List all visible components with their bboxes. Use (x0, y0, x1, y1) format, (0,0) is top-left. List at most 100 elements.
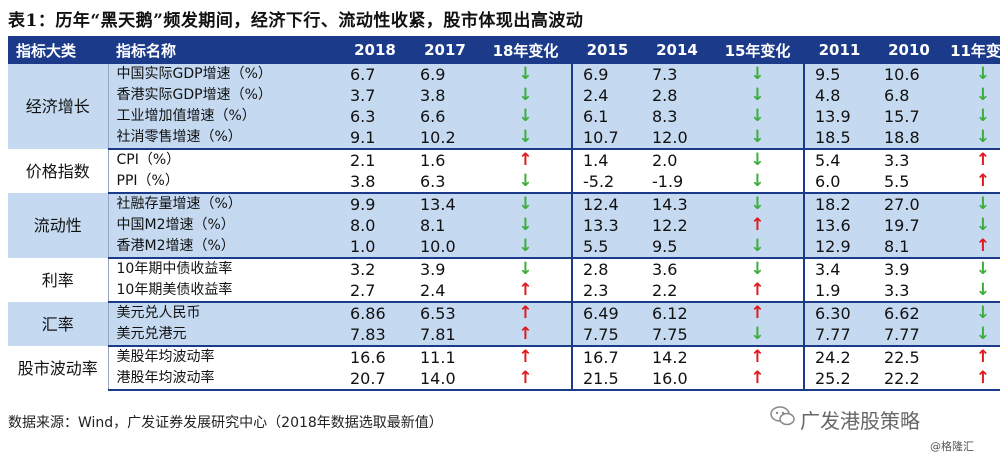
table-row: 股市波动率 美股年均波动率 16.6 11.1 ↑ 16.7 14.2 ↑ 24.2 22.5 ↑ (8, 346, 1000, 390)
table-row: 10年期美债收益率 2.7 2.4 ↑ 2.3 2.2 ↑ 1.9 3.3 ↓ (8, 280, 1000, 303)
value-cell: 3.6 (642, 258, 712, 280)
indicator-name-cell: 港股年均波动率 (108, 368, 340, 391)
value-cell: 12.2 (642, 215, 712, 236)
header-2011: 2011 (804, 36, 874, 64)
value-cell: 3.9 (410, 258, 480, 280)
header-2010: 2010 (874, 36, 944, 64)
arrow-up-icon: ↑ (480, 368, 573, 391)
value-cell: 3.9 (874, 258, 944, 280)
table-row: 工业增加值增速（%） 6.3 6.6 ↓ 6.1 8.3 ↓ 13.9 15.7 ↓ (8, 106, 1000, 127)
value-cell: 2.1 (340, 149, 410, 171)
indicator-name-cell: 社消零售增速（%） (108, 127, 340, 150)
value-cell: 13.4 (410, 193, 480, 215)
value-cell: 6.86 (340, 302, 410, 324)
arrow-up-icon: ↑ (712, 302, 805, 324)
indicator-table: 指标大类 指标名称 2018 2017 18年变化 2015 2014 15年变… (8, 36, 1000, 391)
arrow-up-icon: ↑ (712, 215, 805, 236)
arrow-up-icon: ↑ (712, 368, 805, 391)
value-cell: 2.0 (642, 149, 712, 171)
value-cell: 6.9 (410, 64, 480, 85)
value-cell: 2.4 (410, 280, 480, 303)
arrow-down-icon: ↓ (944, 302, 1000, 324)
value-cell: 6.6 (410, 106, 480, 127)
arrow-down-icon: ↓ (944, 215, 1000, 236)
value-cell: 7.77 (874, 324, 944, 347)
arrow-down-icon: ↓ (480, 215, 573, 236)
header-2017: 2017 (410, 36, 480, 64)
table-title: 表1：历年“黑天鹅”频发期间，经济下行、流动性收紧，股市体现出高波动 (8, 11, 584, 31)
arrow-down-icon: ↓ (944, 64, 1000, 85)
arrow-down-icon: ↓ (944, 127, 1000, 150)
source-note: 数据来源：Wind，广发证券发展研究中心（2018年数据选取最新值） (8, 415, 443, 431)
table-row: 香港实际GDP增速（%） 3.7 3.8 ↓ 2.4 2.8 ↓ 4.8 6.8 ↓ (8, 85, 1000, 106)
value-cell: 18.2 (804, 193, 874, 215)
category-cell: 价格指数 (8, 149, 109, 193)
value-cell: 16.6 (340, 346, 410, 368)
value-cell: 12.4 (572, 193, 642, 215)
indicator-name-cell: 香港M2增速（%） (108, 236, 340, 259)
arrow-up-icon: ↑ (944, 149, 1000, 171)
header-15-change: 15年变化 (712, 36, 805, 64)
arrow-down-icon: ↓ (944, 258, 1000, 280)
indicator-name-cell: 中国M2增速（%） (108, 215, 340, 236)
arrow-down-icon: ↓ (712, 64, 805, 85)
value-cell: 6.3 (410, 171, 480, 194)
table-row: 利率 10年期中债收益率 3.2 3.9 ↓ 2.8 3.6 ↓ 3.4 3.9 ↓ (8, 258, 1000, 302)
value-cell: 7.81 (410, 324, 480, 347)
value-cell: 16.7 (572, 346, 642, 368)
category-cell: 流动性 (8, 193, 109, 258)
value-cell: 3.4 (804, 258, 874, 280)
indicator-name-cell: 美股年均波动率 (108, 346, 340, 368)
value-cell: 14.3 (642, 193, 712, 215)
arrow-down-icon: ↓ (712, 236, 805, 259)
value-cell: 2.4 (572, 85, 642, 106)
arrow-down-icon: ↓ (480, 258, 573, 280)
arrow-down-icon: ↓ (480, 106, 573, 127)
value-cell: 9.1 (340, 127, 410, 150)
arrow-down-icon: ↓ (480, 127, 573, 150)
arrow-down-icon: ↓ (712, 324, 805, 347)
table-row: 价格指数 CPI（%） 2.1 1.6 ↑ 1.4 2.0 ↓ 5.4 3.3 ↑ (8, 149, 1000, 193)
arrow-down-icon: ↓ (712, 85, 805, 106)
value-cell: 13.3 (572, 215, 642, 236)
arrow-up-icon: ↑ (712, 346, 805, 368)
arrow-down-icon: ↓ (944, 324, 1000, 347)
value-cell: 12.0 (642, 127, 712, 150)
arrow-up-icon: ↑ (944, 236, 1000, 259)
arrow-down-icon: ↓ (480, 64, 573, 85)
value-cell: 3.8 (410, 85, 480, 106)
arrow-up-icon: ↑ (944, 346, 1000, 368)
table-row: 中国M2增速（%） 8.0 8.1 ↓ 13.3 12.2 ↑ 13.6 19.7 ↓ (8, 215, 1000, 236)
value-cell: 8.1 (874, 236, 944, 259)
arrow-up-icon: ↑ (480, 280, 573, 303)
table-row: 美元兑港元 7.83 7.81 ↑ 7.75 7.75 ↓ 7.77 7.77 ↓ (8, 324, 1000, 347)
value-cell: 8.1 (410, 215, 480, 236)
value-cell: 3.3 (874, 149, 944, 171)
indicator-name-cell: 香港实际GDP增速（%） (108, 85, 340, 106)
arrow-up-icon: ↑ (944, 368, 1000, 391)
table-row: PPI（%） 3.8 6.3 ↓ -5.2 -1.9 ↓ 6.0 5.5 ↑ (8, 171, 1000, 194)
table-row: 汇率 美元兑人民币 6.86 6.53 ↑ 6.49 6.12 ↑ 6.30 6.62 ↓ (8, 302, 1000, 346)
category-cell: 股市波动率 (8, 346, 109, 390)
category-cell: 利率 (8, 258, 109, 302)
value-cell: 3.8 (340, 171, 410, 194)
value-cell: 7.83 (340, 324, 410, 347)
value-cell: 18.5 (804, 127, 874, 150)
value-cell: 6.7 (340, 64, 410, 85)
arrow-down-icon: ↓ (480, 171, 573, 194)
arrow-down-icon: ↓ (712, 106, 805, 127)
indicator-name-cell: 10年期中债收益率 (108, 258, 340, 280)
header-2014: 2014 (642, 36, 712, 64)
value-cell: 12.9 (804, 236, 874, 259)
arrow-down-icon: ↓ (944, 280, 1000, 303)
arrow-down-icon: ↓ (944, 193, 1000, 215)
value-cell: 6.9 (572, 64, 642, 85)
value-cell: 11.1 (410, 346, 480, 368)
value-cell: 2.8 (572, 258, 642, 280)
arrow-up-icon: ↑ (480, 149, 573, 171)
value-cell: 9.5 (804, 64, 874, 85)
value-cell: 22.5 (874, 346, 944, 368)
value-cell: 21.5 (572, 368, 642, 391)
value-cell: 5.4 (804, 149, 874, 171)
value-cell: 22.2 (874, 368, 944, 391)
